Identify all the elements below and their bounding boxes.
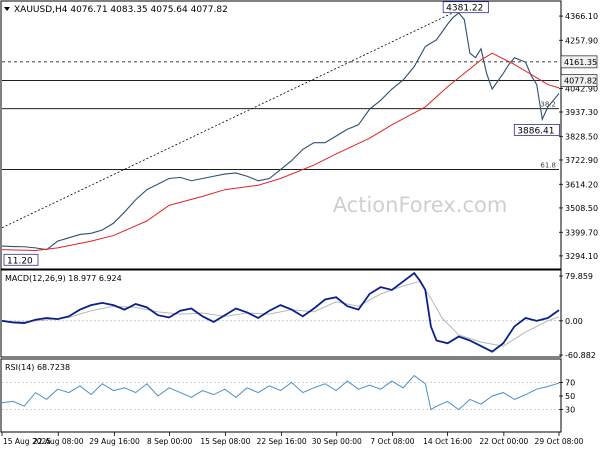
y-tick-label: 3828.50: [565, 132, 598, 141]
rsi-layer: [1, 374, 560, 411]
x-tick-label: 8 Sep 00:00: [147, 437, 193, 446]
rsi-header: RSI(14) 68.7238: [5, 363, 70, 372]
dropdown-triangle-icon[interactable]: [4, 7, 10, 11]
macd-y-tick-label: 0.00: [565, 317, 583, 326]
price-panel-frame: [0, 0, 562, 270]
x-tick-label: 30 Sep 00:00: [312, 437, 362, 446]
annotation-label: 4381.22: [446, 4, 483, 14]
annotation-label: 3886.41: [517, 126, 554, 136]
x-tick-label: 15 Sep 08:00: [200, 437, 250, 446]
axis-level-box: [560, 74, 598, 87]
x-tick-label: 14 Oct 16:00: [423, 437, 472, 446]
macd-y-tick-label: 79.859: [565, 272, 593, 281]
y-tick-label: 3399.70: [565, 228, 598, 237]
rsi-y-tick-label: 70: [565, 378, 575, 387]
rsi-y-tick-label: 50: [565, 392, 575, 401]
y-tick-label: 3614.20: [565, 180, 598, 189]
axis-level-label: 4161.35: [564, 58, 597, 67]
macd-header: MACD(12,26,9) 18.977 6.924: [5, 274, 122, 283]
y-tick-label: 4366.10: [565, 12, 598, 21]
annotation-box: [513, 123, 560, 136]
y-tick-label: 3937.30: [565, 108, 598, 117]
x-tick-label: 22 Oct 00:00: [479, 437, 528, 446]
watermark-text: ActionForex.com: [333, 193, 508, 217]
axis-level-label: 4077.82: [564, 77, 597, 86]
y-tick-label: 3294.10: [565, 252, 598, 261]
y-tick-label: 3722.90: [565, 156, 598, 165]
macd-line: [1, 271, 560, 353]
x-tick-label: 29 Aug 16:00: [89, 437, 140, 446]
axis-layer: 4366.10 4257.90 4042.90 3937.30 3828.50 3722.…: [1, 12, 598, 446]
x-tick-label: 29 Oct 08:00: [535, 437, 584, 446]
axis-level-box: [560, 55, 598, 69]
x-tick-label: 22 Sep 16:00: [257, 437, 307, 446]
annotation-box: [3, 253, 39, 266]
price-series-line: [1, 12, 560, 251]
rsi-panel-frame: [0, 358, 562, 433]
annotation-box: [442, 1, 489, 14]
macd-y-tick-label: -60.882: [565, 351, 596, 360]
price-layer: 4381.22 3886.41 11.20 38.2 61.8: [1, 1, 560, 266]
trendline: [1, 12, 454, 229]
x-tick-label: 22 Aug 08:00: [33, 437, 84, 446]
price-header: XAUUSD,H4 4076.71 4083.35 4075.64 4077.8…: [14, 5, 228, 15]
rsi-y-tick-label: 30: [565, 406, 575, 415]
rsi-line: [1, 374, 560, 411]
fib-level-label: 61.8: [540, 162, 556, 170]
x-tick-label: 15 Aug 2025: [3, 437, 51, 446]
y-tick-label: 4042.90: [565, 84, 598, 93]
macd-layer: [1, 271, 560, 353]
fib-level-label: 38.2: [540, 101, 556, 109]
macd-signal-line: [1, 280, 560, 347]
x-tick-label: 7 Oct 08:00: [370, 437, 414, 446]
y-tick-label: 3508.50: [565, 204, 598, 213]
annotation-label: 11.20: [7, 256, 33, 266]
moving-average-line: [1, 52, 560, 252]
y-tick-label: 4257.90: [565, 36, 598, 45]
macd-panel-frame: [0, 269, 562, 358]
